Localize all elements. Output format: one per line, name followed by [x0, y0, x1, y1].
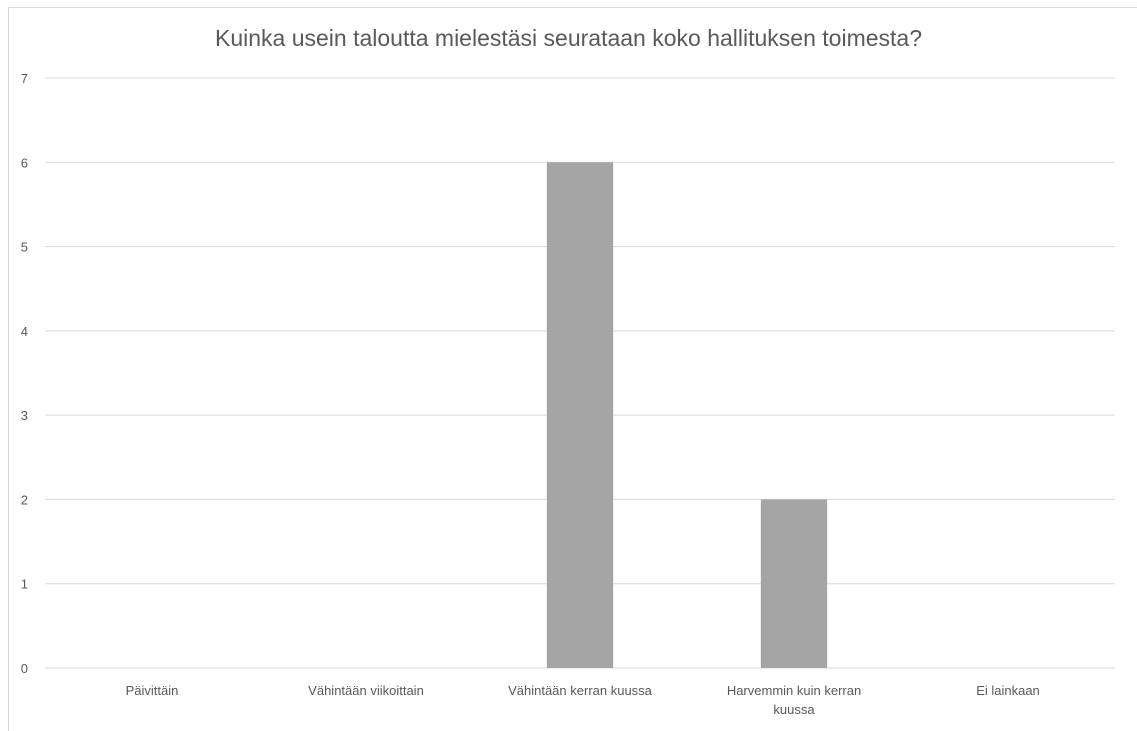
x-axis-ticks: Päivittäin Vähintään viikoittain Vähintään… [126, 683, 1040, 717]
y-tick-label: 4 [21, 324, 28, 339]
bars [546, 162, 828, 669]
x-tick-label: Harvemmin kuin kerran [727, 683, 861, 698]
y-tick-label: 0 [21, 661, 28, 676]
y-tick-label: 1 [21, 577, 28, 592]
y-axis-ticks: 0 1 2 3 4 5 6 7 [21, 71, 28, 676]
bar [546, 162, 614, 669]
x-tick-label: Päivittäin [126, 683, 179, 698]
chart-title: Kuinka usein taloutta mielestäsi seurata… [214, 25, 922, 51]
x-tick-label: kuussa [773, 702, 815, 717]
x-tick-label: Vähintään kerran kuussa [508, 683, 653, 698]
y-tick-label: 6 [21, 155, 28, 170]
y-tick-label: 7 [21, 71, 28, 86]
x-tick-label: Ei lainkaan [976, 683, 1040, 698]
bar [760, 499, 828, 668]
y-tick-label: 2 [21, 492, 28, 507]
y-tick-label: 3 [21, 408, 28, 423]
y-tick-label: 5 [21, 240, 28, 255]
x-tick-label: Vähintään viikoittain [308, 683, 424, 698]
